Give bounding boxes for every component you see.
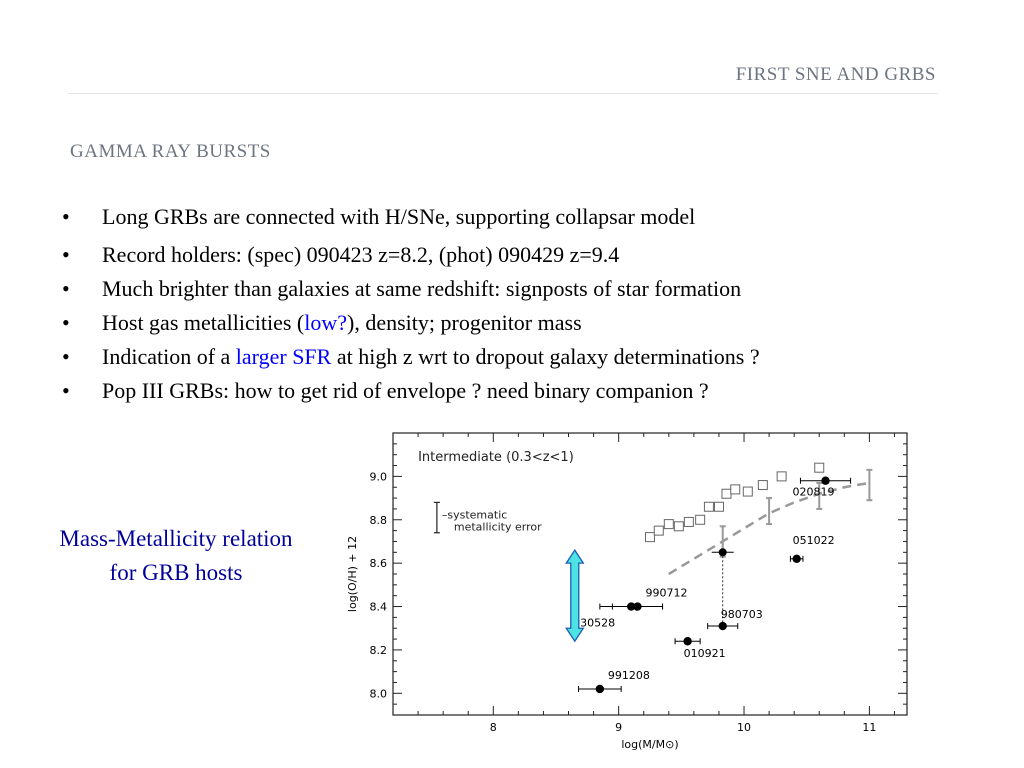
- bullet-text: at high z wrt to dropout galaxy determin…: [331, 344, 760, 369]
- bullet-marker: •: [62, 344, 70, 369]
- bullet-text: Much brighter than galaxies at same reds…: [102, 276, 742, 301]
- y-tick-label: 8.0: [370, 687, 388, 700]
- grb-host-label: 020819: [793, 486, 835, 499]
- bullet-item: • Indication of a larger SFR at high z wr…: [60, 340, 760, 374]
- mean-relation-line: [668, 481, 870, 576]
- bullet-text: Record holders: (spec) 090423 z=8.2, (ph…: [102, 242, 620, 267]
- galaxy-point: [695, 514, 706, 525]
- y-tick-label: 8.4: [370, 601, 388, 614]
- bullet-text: Pop III GRBs: how to get rid of envelope…: [102, 378, 709, 403]
- figure-caption: Mass-Metallicity relation for GRB hosts: [26, 522, 326, 590]
- grb-host-label: 030528: [573, 617, 615, 630]
- grb-host-label: 010921: [684, 647, 726, 660]
- grb-host-label: 980703: [721, 608, 763, 621]
- bullet-item: • Long GRBs are connected with H/SNe, sup…: [60, 200, 760, 234]
- bullet-item: • Pop III GRBs: how to get rid of envelop…: [60, 374, 760, 408]
- grb-host-point: [626, 602, 636, 611]
- galaxy-point: [703, 501, 714, 512]
- chart-title: Intermediate (0.3<z<1): [418, 450, 574, 465]
- bullet-list: • Long GRBs are connected with H/SNe, sup…: [60, 200, 760, 408]
- galaxy-point: [776, 471, 787, 482]
- offset-point: [718, 548, 727, 557]
- grb-host-label: 051022: [793, 534, 835, 547]
- grb-host-point: [595, 684, 605, 694]
- y-tick-label: 8.6: [370, 557, 388, 570]
- header-divider: [68, 93, 938, 94]
- galaxy-point: [742, 486, 753, 497]
- bullet-text: Host gas metallicities (: [102, 310, 305, 335]
- x-tick-label: 11: [862, 721, 876, 734]
- bullet-item: • Much brighter than galaxies at same red…: [60, 272, 760, 306]
- plot-frame: [392, 432, 908, 716]
- caption-line-1: Mass-Metallicity relation: [59, 526, 293, 551]
- caption-line-2: for GRB hosts: [109, 560, 243, 585]
- section-title: Gamma Ray Bursts: [70, 141, 271, 162]
- bullet-text: ), density; progenitor mass: [347, 310, 582, 335]
- grb-host-label: 991208: [608, 669, 650, 682]
- galaxy-point: [645, 532, 655, 543]
- bullet-marker: •: [62, 378, 70, 403]
- grb-host-point: [821, 476, 830, 485]
- galaxy-point: [663, 519, 674, 530]
- legend-label: metallicity error: [454, 521, 542, 534]
- x-tick-label: 8: [490, 721, 497, 734]
- y-axis-label: log(O/H) + 12: [346, 536, 359, 612]
- y-tick-label: 9.0: [370, 470, 388, 483]
- y-tick-label: 8.2: [370, 644, 388, 657]
- bullet-marker: •: [62, 276, 70, 301]
- y-tick-label: 8.8: [370, 514, 388, 527]
- bullet-item: • Record holders: (spec) 090423 z=8.2, (p…: [60, 238, 760, 272]
- bullet-text: Long GRBs are connected with H/SNe, supp…: [102, 204, 696, 229]
- galaxy-point: [814, 462, 825, 473]
- grb-host-label: 990712: [645, 587, 687, 600]
- legend-label: –systematic: [442, 509, 507, 522]
- x-tick-label: 9: [615, 721, 622, 734]
- galaxy-point: [721, 488, 732, 499]
- galaxy-point: [673, 521, 684, 532]
- grb-host-point: [683, 637, 692, 646]
- galaxy-point: [653, 525, 664, 536]
- galaxy-point: [683, 516, 694, 527]
- offset-arrow: [565, 548, 585, 643]
- bullet-text: Indication of a: [102, 344, 236, 369]
- galaxy-point: [730, 484, 741, 495]
- slide-header: First SNe and GRBs: [735, 64, 936, 85]
- grb-host-point: [718, 621, 727, 631]
- bullet-marker: •: [62, 310, 70, 335]
- galaxy-point: [757, 480, 768, 491]
- galaxy-point: [713, 501, 724, 512]
- bullet-marker: •: [62, 204, 70, 229]
- grb-host-point: [792, 554, 801, 564]
- x-tick-label: 10: [737, 721, 751, 734]
- bullet-highlight: low?: [304, 310, 347, 335]
- bullet-item: • Host gas metallicities (low?), density;…: [60, 306, 760, 340]
- mass-metallicity-chart: 8 9 10 11 8.0 8.2 8.4 8.6 8.8 9.0 log(M/M⊙) log(O/H…: [346, 432, 908, 751]
- bullet-highlight: larger SFR: [235, 344, 332, 369]
- x-axis-label: log(M/M⊙): [621, 738, 678, 751]
- bullet-marker: •: [62, 242, 70, 267]
